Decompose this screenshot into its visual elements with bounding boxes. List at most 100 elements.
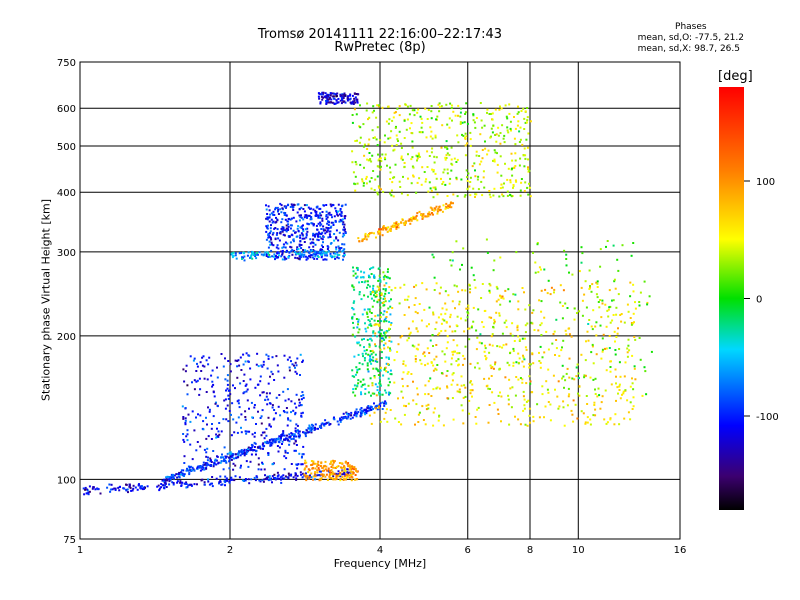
scatter-point [271, 404, 274, 407]
scatter-point [335, 237, 338, 240]
scatter-point [353, 375, 356, 378]
scatter-point [319, 216, 321, 219]
scatter-point [372, 284, 375, 287]
scatter-point [630, 254, 633, 257]
scatter-point [597, 387, 600, 390]
scatter-point [293, 433, 296, 436]
scatter-point [242, 363, 245, 366]
scatter-point [206, 423, 208, 426]
scatter-point [445, 321, 448, 324]
scatter-point [327, 236, 330, 239]
scatter-point [380, 188, 382, 191]
scatter-point [369, 158, 372, 160]
scatter-point [265, 392, 268, 395]
scatter-point [351, 375, 354, 378]
scatter-point [298, 401, 301, 404]
scatter-point [219, 479, 222, 482]
scatter-point [256, 251, 259, 254]
scatter-point [287, 218, 290, 220]
scatter-point [598, 394, 601, 397]
scatter-point [212, 464, 215, 466]
scatter-point [337, 470, 340, 473]
scatter-point [431, 212, 433, 214]
scatter-point [441, 350, 444, 353]
scatter-point [444, 302, 447, 305]
scatter-point [445, 154, 448, 157]
scatter-point [82, 487, 85, 490]
scatter-point [559, 284, 562, 287]
scatter-point [343, 243, 346, 246]
scatter-point [584, 421, 587, 424]
scatter-point [383, 274, 386, 277]
scatter-point [396, 107, 399, 110]
scatter-point [599, 324, 602, 327]
scatter-point [350, 102, 353, 105]
scatter-point [480, 297, 483, 299]
scatter-point [234, 464, 237, 467]
scatter-point [428, 155, 431, 157]
scatter-point [383, 339, 386, 341]
scatter-point [295, 364, 298, 367]
scatter-point [316, 469, 319, 472]
scatter-point [525, 348, 528, 351]
scatter-point [470, 326, 473, 329]
scatter-point [302, 218, 305, 221]
scatter-point [262, 360, 265, 363]
scatter-point [360, 391, 362, 394]
scatter-point [172, 473, 175, 476]
scatter-point [367, 274, 370, 277]
scatter-point [304, 249, 307, 252]
scatter-point [356, 101, 359, 104]
scatter-point [198, 393, 201, 396]
scatter-point [607, 308, 610, 311]
scatter-point [393, 176, 396, 179]
scatter-point [359, 344, 362, 347]
scatter-point [312, 238, 315, 241]
scatter-point [615, 306, 618, 309]
scatter-point [341, 243, 344, 246]
scatter-point [351, 369, 354, 372]
y-tick-label: 750 [57, 58, 76, 69]
scatter-point [445, 157, 448, 159]
scatter-point [349, 93, 352, 96]
scatter-point [451, 251, 454, 254]
scatter-point [491, 391, 494, 394]
scatter-point [346, 473, 349, 476]
scatter-point [273, 214, 276, 216]
scatter-point [343, 92, 346, 95]
scatter-point [333, 233, 336, 235]
scatter-point [495, 300, 498, 303]
scatter-point [393, 111, 396, 114]
scatter-point [160, 486, 163, 489]
scatter-point [302, 249, 305, 251]
scatter-point [540, 289, 543, 292]
scatter-point [551, 342, 554, 345]
scatter-point [394, 126, 397, 129]
scatter-point [627, 310, 630, 313]
scatter-point [415, 154, 418, 157]
scatter-point [588, 288, 591, 290]
scatter-point [415, 284, 418, 287]
scatter-point [343, 466, 346, 469]
scatter-point [268, 255, 271, 258]
scatter-point [294, 427, 297, 430]
scatter-point [296, 424, 299, 427]
scatter-point [332, 97, 335, 100]
x-tick-label: 16 [674, 545, 687, 556]
scatter-point [623, 375, 626, 378]
scatter-point [338, 462, 341, 464]
scatter-point [231, 256, 234, 259]
scatter-point [377, 298, 380, 301]
scatter-point [318, 425, 321, 428]
scatter-point [431, 208, 434, 211]
scatter-point [283, 434, 286, 437]
scatter-point [321, 231, 324, 234]
scatter-point [126, 488, 129, 491]
scatter-point [274, 441, 277, 444]
scatter-point [293, 402, 296, 405]
scatter-point [240, 464, 242, 467]
scatter-point [292, 409, 295, 412]
scatter-point [528, 363, 531, 366]
scatter-point [349, 94, 351, 97]
